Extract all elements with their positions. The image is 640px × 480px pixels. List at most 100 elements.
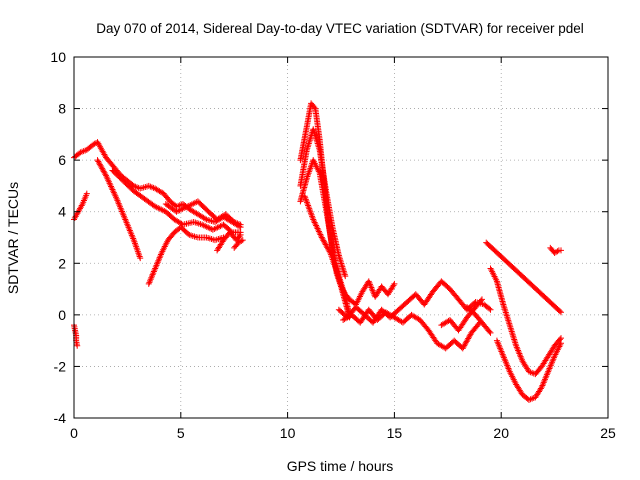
series-track-g <box>214 229 244 254</box>
data-point <box>325 247 332 254</box>
data-point <box>193 233 200 240</box>
y-tick-label: 2 <box>58 255 66 271</box>
data-point <box>168 214 175 221</box>
data-point <box>358 290 365 297</box>
data-point <box>149 201 156 208</box>
data-point <box>200 214 207 221</box>
chart-title: Day 070 of 2014, Sidereal Day-to-day VTE… <box>96 21 583 36</box>
data-point <box>466 332 473 339</box>
data-point <box>310 102 317 109</box>
x-tick-label: 25 <box>600 425 616 441</box>
data-point <box>73 341 80 348</box>
data-point <box>71 325 78 332</box>
data-point <box>315 168 322 175</box>
data-point <box>557 341 564 348</box>
data-point <box>401 301 408 308</box>
data-point <box>554 248 561 255</box>
data-point <box>388 312 395 319</box>
data-point <box>318 232 325 239</box>
data-point <box>414 315 421 322</box>
data-point <box>113 194 120 201</box>
series-track-h <box>231 237 246 251</box>
series-track-k <box>297 126 349 280</box>
series-track-f <box>162 198 244 228</box>
data-point <box>101 169 108 176</box>
data-point <box>506 320 513 327</box>
data-point <box>164 195 171 202</box>
data-point <box>235 234 242 241</box>
data-point <box>486 305 493 312</box>
series-track-o <box>340 306 483 352</box>
data-point <box>512 341 519 348</box>
data-point <box>211 214 218 221</box>
data-point <box>556 336 563 343</box>
data-point <box>553 249 560 256</box>
plot-frame <box>73 56 609 419</box>
y-tick-label: 6 <box>58 152 66 168</box>
data-point <box>453 293 460 300</box>
data-point <box>97 145 104 152</box>
y-tick-label: 4 <box>58 204 66 220</box>
data-point <box>87 143 94 150</box>
data-point <box>549 345 556 352</box>
data-point <box>238 237 245 244</box>
x-axis-label: GPS time / hours <box>287 458 394 474</box>
data-point <box>341 271 348 278</box>
data-point <box>219 213 226 220</box>
data-point <box>555 307 562 314</box>
data-point <box>183 229 190 236</box>
data-point <box>130 235 137 242</box>
data-point <box>203 206 210 213</box>
data-point <box>457 343 464 350</box>
data-point <box>518 356 525 363</box>
data-point <box>326 248 333 255</box>
data-point <box>380 311 387 318</box>
data-point <box>138 193 145 200</box>
x-tick-label: 20 <box>493 425 509 441</box>
data-point <box>102 171 109 178</box>
y-axis-label: SDTVAR / TECUs <box>5 182 21 294</box>
y-tick-label: -2 <box>54 358 67 374</box>
data-point <box>236 233 243 240</box>
data-point <box>170 206 177 213</box>
x-tick-label: 0 <box>70 425 78 441</box>
series-track-b <box>71 190 90 223</box>
data-point <box>74 151 81 158</box>
data-point <box>506 367 513 374</box>
data-point <box>182 204 189 211</box>
data-point <box>121 214 128 221</box>
data-points <box>71 100 565 403</box>
data-point <box>397 317 404 324</box>
data-point <box>367 317 374 324</box>
data-point <box>462 317 469 324</box>
data-point <box>228 216 235 223</box>
data-point <box>201 234 208 241</box>
x-tick-label: 5 <box>177 425 185 441</box>
series-track-a <box>71 139 244 231</box>
data-point <box>311 104 318 111</box>
data-point <box>536 366 543 373</box>
x-tick-label: 15 <box>387 425 403 441</box>
data-point <box>78 202 85 209</box>
data-point <box>486 328 493 335</box>
data-point <box>177 219 184 226</box>
data-point <box>474 322 481 329</box>
data-point <box>517 388 524 395</box>
data-point <box>477 297 484 304</box>
series-track-q <box>464 304 494 336</box>
data-point <box>530 370 537 377</box>
data-point <box>322 204 329 211</box>
series-track-d <box>109 167 244 236</box>
data-point <box>345 313 352 320</box>
series-track-r <box>487 265 565 378</box>
data-point <box>192 209 199 216</box>
data-point <box>556 308 563 315</box>
data-point <box>303 176 310 183</box>
data-point <box>478 319 485 326</box>
data-point <box>544 370 551 377</box>
data-point <box>218 240 225 247</box>
data-point <box>393 308 400 315</box>
data-point <box>524 365 531 372</box>
data-point <box>333 266 340 273</box>
